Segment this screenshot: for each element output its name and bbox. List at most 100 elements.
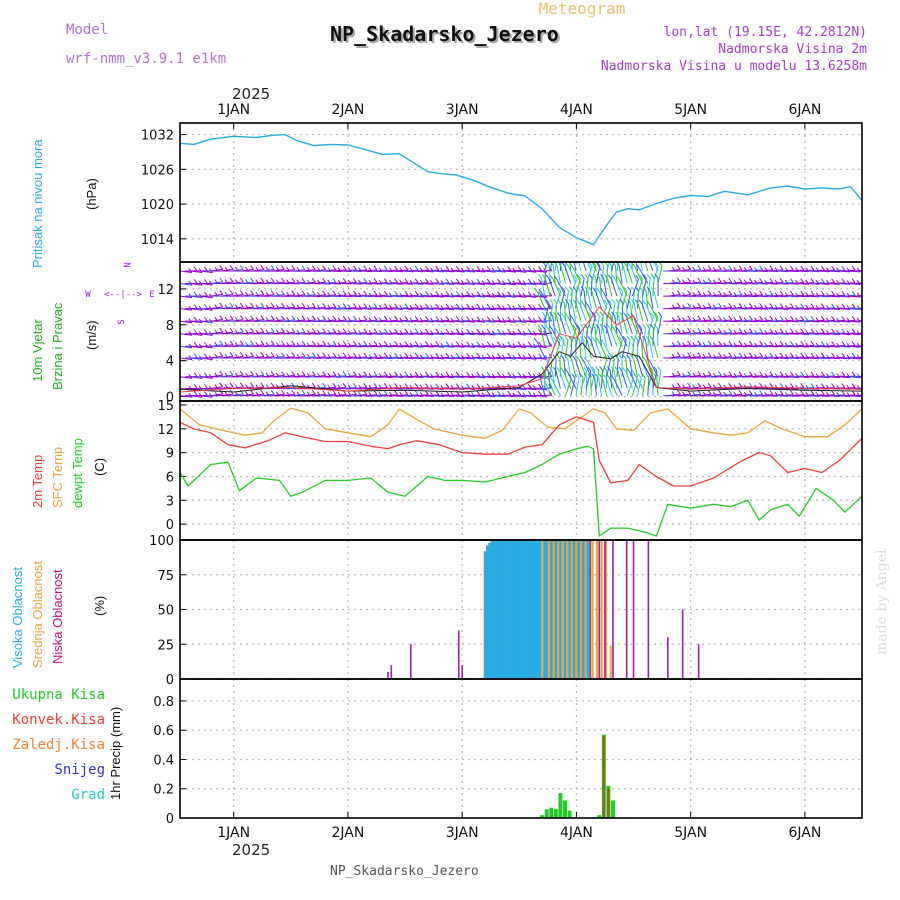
wind-vector (431, 345, 444, 348)
wind-vector (613, 379, 623, 396)
wind-vector-barb (851, 328, 856, 334)
precip-bar (558, 793, 563, 818)
wind-vector (740, 319, 753, 322)
wind-vector (313, 331, 326, 335)
wind-vector (540, 328, 546, 347)
wind-vector-barb (332, 265, 337, 271)
wind-vector-barb (538, 291, 542, 297)
wind-vector-barb (636, 249, 639, 253)
wind-vector (848, 376, 861, 379)
wind-vector-barb (445, 265, 450, 271)
wind-vector-barb (466, 316, 470, 321)
wind-vector-barb (748, 278, 753, 283)
wind-vector-barb (759, 303, 763, 308)
wind-vector-barb (541, 311, 546, 317)
wind-vector (293, 331, 306, 335)
y-tick-label: 25 (157, 638, 174, 653)
wind-vector (483, 270, 496, 273)
wind-vector-barb (517, 372, 522, 377)
wind-vector-barb (260, 290, 265, 295)
wind-vector (231, 374, 244, 378)
wind-vector (452, 376, 465, 379)
wind-vector-barb (851, 383, 856, 388)
wind-vector-barb (697, 302, 702, 308)
wind-vector-barb (582, 250, 585, 254)
wind-vector (442, 357, 455, 360)
wind-vector-barb (311, 328, 316, 333)
wind-vector (719, 344, 732, 347)
coords-label: lon,lat (19.15E, 42.2812N) (664, 25, 868, 40)
wind-vector-barb (538, 383, 542, 389)
wind-vector-barb (748, 290, 753, 296)
wind-vector (626, 316, 633, 334)
wind-vector (503, 395, 516, 398)
wind-vector (556, 316, 561, 334)
wind-vector-barb (631, 262, 636, 268)
wind-vector-barb (676, 389, 681, 395)
wind-vector (231, 281, 244, 285)
y-tick-label: 50 (157, 604, 174, 619)
wind-vector-barb (728, 315, 733, 321)
wind-vector (606, 328, 613, 347)
wind-vector (534, 345, 547, 349)
wind-vector (472, 283, 486, 286)
wind-vector (631, 378, 638, 396)
wind-vector (385, 294, 398, 297)
wind-vector-barb (322, 382, 326, 388)
legend-hail: Grad (71, 787, 105, 803)
wind-vector (580, 371, 588, 389)
wind-vector (241, 393, 254, 397)
wind-vector-barb (383, 265, 388, 271)
wind-vector (568, 266, 577, 284)
wind-vector (472, 320, 486, 323)
wind-vector (580, 278, 585, 297)
wind-vector-barb (841, 328, 846, 334)
wind-vector-barb (790, 303, 794, 308)
wind-vector (791, 344, 804, 347)
wind-vector (699, 344, 712, 347)
wind-vector (570, 378, 576, 396)
wind-vector-barb (790, 265, 794, 271)
temp-label-sfc: SFC Temp (50, 447, 65, 508)
wind-vector-barb (445, 371, 450, 377)
wind-vector-barb (676, 327, 681, 333)
wind-vector (551, 379, 561, 396)
wind-vector-barb (707, 382, 712, 388)
wind-vector (293, 393, 306, 397)
wind-vector (262, 374, 275, 378)
wind-vector-barb (578, 250, 581, 254)
wind-vector-barb (549, 275, 554, 280)
wind-vector (812, 319, 825, 322)
wind-vector (641, 303, 649, 322)
wind-vector-barb (564, 335, 569, 341)
wind-vector (514, 395, 527, 398)
wind-vector (760, 269, 773, 272)
wind-vector (431, 320, 444, 323)
wind-vector-barb (610, 366, 615, 371)
wind-vector (781, 344, 794, 347)
wind-vector-barb (455, 341, 460, 346)
wind-vector-barb (564, 354, 569, 360)
wind-vector-barb (527, 372, 532, 377)
wind-vector-barb (738, 328, 743, 333)
wind-vector-barb (363, 315, 368, 321)
wind-vector (609, 370, 613, 389)
wind-vector-barb (557, 298, 562, 304)
wind-vector (334, 269, 347, 272)
wind-vector-barb (219, 370, 224, 376)
wind-vector (740, 356, 753, 359)
wind-vector (385, 282, 398, 285)
wind-vector (595, 291, 603, 309)
wind-vector (621, 262, 624, 272)
wind-vector-barb (738, 303, 743, 308)
wind-vector-barb (281, 290, 285, 295)
wind-vector-barb (561, 298, 565, 304)
wind-vector (709, 374, 722, 378)
wind-vector (678, 331, 691, 335)
wind-vector-barb (841, 303, 846, 309)
station-title: NP_Skadarsko_Jezero (330, 22, 559, 46)
wind-vector-barb (644, 250, 647, 254)
wind-vector (668, 319, 681, 322)
wind-vector-barb (820, 278, 825, 283)
wind-vector (633, 372, 644, 389)
